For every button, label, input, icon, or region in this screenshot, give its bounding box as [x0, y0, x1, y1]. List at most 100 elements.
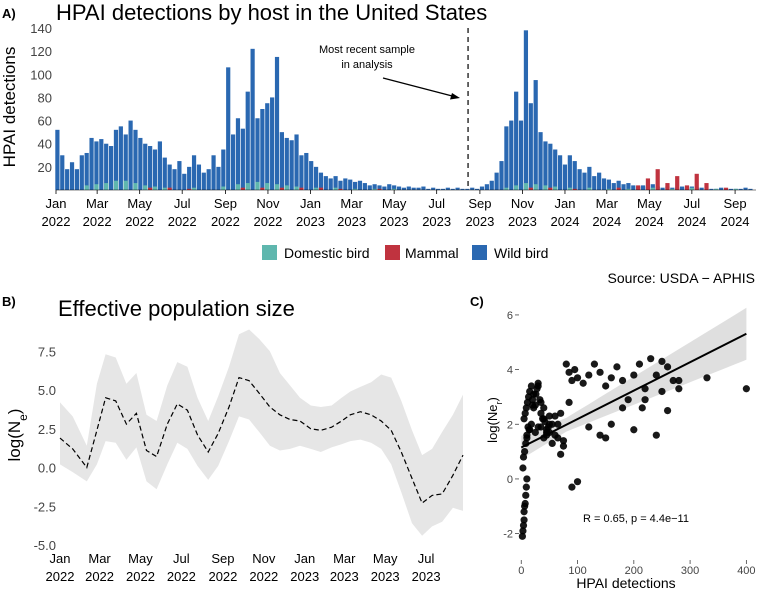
a-bar-mammal: [665, 183, 670, 190]
a-bar-wild-bird: [504, 126, 509, 190]
a-bar-domestic-bird: [245, 183, 250, 190]
a-bar-wild-bird: [74, 169, 80, 190]
c-point: [559, 442, 568, 450]
a-bar-wild-bird: [679, 186, 685, 190]
panel-a-legend: Domestic bird Mammal Wild bird: [262, 245, 548, 261]
c-point: [590, 360, 599, 368]
a-x-tick-label: Jul: [428, 196, 445, 211]
a-bar-wild-bird: [606, 179, 611, 190]
a-bar-domestic-bird: [274, 184, 280, 190]
a-bar-domestic-bird: [94, 184, 99, 190]
a-x-tick-label: Nov: [511, 196, 535, 211]
a-bar-wild-bird: [709, 188, 714, 190]
c-point: [638, 404, 646, 412]
c-point: [618, 404, 627, 412]
c-point: [519, 521, 528, 530]
b-x-tick-label: Sep: [211, 551, 234, 566]
a-bar-wild-bird: [362, 183, 367, 190]
c-point: [557, 409, 565, 417]
a-bar-mammal: [675, 176, 680, 190]
b-x-tick-label: Jan: [294, 551, 315, 566]
c-point: [540, 404, 548, 412]
a-bar-domestic-bird: [265, 183, 270, 190]
a-bar-wild-bird: [343, 178, 348, 190]
a-bar-mammal: [616, 187, 621, 190]
a-bar-wild-bird: [387, 184, 392, 190]
a-y-tick-label: 100: [30, 67, 52, 82]
a-bar-domestic-bird: [255, 181, 260, 190]
a-x-tick-label: Jan: [46, 196, 67, 211]
a-bar-domestic-bird: [650, 187, 655, 190]
a-bar-wild-bird: [118, 126, 123, 190]
a-bar-wild-bird: [250, 48, 255, 191]
a-bar-wild-bird: [621, 184, 626, 190]
c-point: [521, 409, 529, 417]
c-point: [585, 371, 593, 379]
c-point: [571, 366, 579, 374]
panel-c-y-axis-label: log(Ner): [485, 397, 504, 443]
c-point: [534, 382, 542, 390]
legend-swatch-domestic-bird: [262, 245, 277, 260]
a-bar-wild-bird: [138, 137, 143, 190]
a-bar-wild-bird: [104, 143, 109, 190]
a-x-tick-label: Jul: [684, 196, 701, 211]
c-point: [528, 401, 537, 409]
c-point: [520, 508, 528, 516]
a-bar-wild-bird: [177, 161, 182, 190]
legend-swatch-mammal: [385, 245, 400, 260]
a-bar-mammal: [704, 183, 709, 190]
b-x-tick-label-year: 2022: [46, 569, 75, 584]
c-point: [663, 407, 672, 415]
a-bar-domestic-bird: [392, 188, 397, 190]
c-point: [613, 363, 621, 371]
a-bar-domestic-bird: [313, 187, 319, 190]
c-point: [663, 363, 672, 371]
a-bar-wild-bird: [719, 187, 724, 190]
c-x-tick-label: 200: [625, 565, 643, 577]
a-bar-wild-bird: [79, 155, 84, 190]
a-bar-wild-bird: [479, 186, 485, 190]
a-bar-domestic-bird: [353, 188, 358, 190]
c-point: [545, 412, 553, 420]
a-bar-wild-bird: [562, 164, 568, 190]
a-bar-mammal: [338, 188, 343, 190]
panel-c-fit-line: [520, 332, 747, 449]
a-bar-wild-bird: [60, 155, 65, 190]
c-point: [585, 423, 593, 431]
panel-b-y-axis-label: log(Ne): [5, 409, 30, 462]
a-bar-wild-bird: [489, 180, 494, 190]
a-x-tick-label-year: 2022: [83, 214, 112, 229]
a-bar-domestic-bird: [372, 188, 377, 190]
c-point: [532, 390, 540, 398]
a-bar-wild-bird: [450, 188, 455, 190]
a-bar-domestic-bird: [543, 185, 548, 190]
a-bar-mammal: [260, 187, 265, 190]
a-bar-wild-bird: [465, 188, 470, 190]
a-bar-wild-bird: [206, 169, 211, 190]
c-point: [522, 404, 530, 412]
c-point: [652, 431, 660, 439]
a-bar-wild-bird: [475, 188, 480, 190]
b-x-tick-label: Jul: [418, 551, 435, 566]
a-bar-wild-bird: [455, 187, 460, 190]
panel-b-label: B): [2, 294, 16, 309]
c-y-tick-label: 0: [507, 474, 513, 486]
a-bar-wild-bird: [55, 129, 60, 190]
panel-a-bars: [55, 30, 753, 191]
a-bar-mammal: [636, 185, 641, 190]
c-point: [519, 527, 527, 535]
a-bar-wild-bird: [592, 176, 597, 190]
a-bar-wild-bird: [133, 129, 138, 190]
a-bar-domestic-bird: [84, 185, 89, 190]
a-bar-wild-bird: [557, 155, 563, 190]
a-x-tick-label-year: 2023: [508, 214, 537, 229]
a-bar-wild-bird: [528, 103, 533, 190]
c-point: [607, 374, 615, 382]
panel-b-confidence-band: [60, 329, 463, 536]
c-point: [641, 396, 649, 404]
a-bar-domestic-bird: [162, 187, 167, 190]
a-y-tick-label: 60: [38, 114, 52, 129]
a-bar-domestic-bird: [606, 188, 611, 190]
a-bar-wild-bird: [431, 187, 436, 190]
